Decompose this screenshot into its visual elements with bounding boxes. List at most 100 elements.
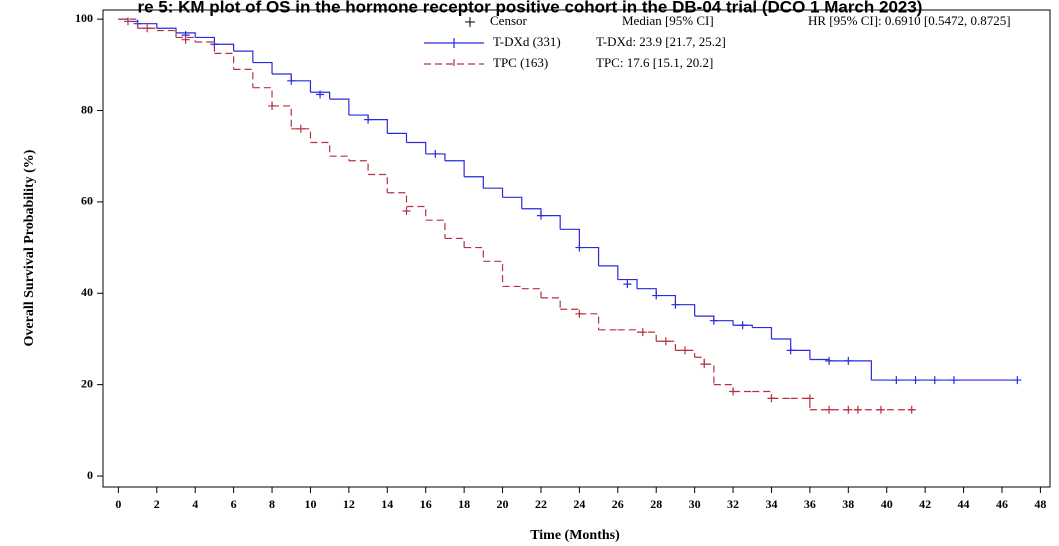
plot-frame xyxy=(102,9,1051,488)
x-tick-label: 8 xyxy=(269,497,275,511)
y-tick-label: 60 xyxy=(81,194,93,208)
survival-step xyxy=(329,155,350,161)
survival-step xyxy=(540,297,561,310)
survival-step xyxy=(252,87,273,106)
censor-mark xyxy=(536,211,545,220)
censor-mark xyxy=(652,291,661,300)
censor-mark xyxy=(575,243,584,252)
survival-step xyxy=(790,349,811,360)
survival-step xyxy=(444,160,465,177)
survival-step xyxy=(464,176,484,189)
survival-step xyxy=(175,36,196,42)
hr-text: HR [95% CI]: 0.6910 [0.5472, 0.8725] xyxy=(808,13,1011,28)
censor-mark xyxy=(825,356,834,365)
x-tick-label: 34 xyxy=(765,497,777,511)
survival-step xyxy=(444,237,465,248)
survival-step xyxy=(771,338,792,351)
survival-step xyxy=(464,246,484,262)
censor-mark xyxy=(911,376,920,385)
survival-step xyxy=(540,215,561,230)
legend-label: T-DXd (331) xyxy=(493,34,561,49)
survival-step xyxy=(387,132,408,143)
censor-legend-symbol xyxy=(465,17,475,27)
censor-mark xyxy=(671,300,680,309)
censor-mark xyxy=(623,280,632,289)
x-tick-label: 0 xyxy=(115,497,121,511)
legend-line xyxy=(424,38,484,48)
censor-mark xyxy=(729,387,738,396)
x-tick-label: 2 xyxy=(154,497,160,511)
survival-step xyxy=(502,285,523,289)
censor-mark xyxy=(316,90,325,99)
x-tick-label: 44 xyxy=(958,497,970,511)
survival-step xyxy=(368,119,388,134)
survival-step xyxy=(233,68,254,88)
x-tick-label: 6 xyxy=(231,497,237,511)
x-tick-label: 38 xyxy=(842,497,854,511)
censor-mark xyxy=(738,321,747,330)
survival-step xyxy=(175,32,196,38)
censor-mark xyxy=(844,356,853,365)
survival-step xyxy=(656,294,677,305)
survival-step xyxy=(291,80,312,93)
x-tick-label: 14 xyxy=(381,497,393,511)
survival-step xyxy=(252,61,273,74)
x-tick-label: 32 xyxy=(727,497,739,511)
survival-step xyxy=(579,246,600,266)
x-tick-label: 24 xyxy=(573,497,585,511)
censor-mark xyxy=(876,405,885,414)
survival-step xyxy=(598,265,619,280)
survival-step xyxy=(713,320,734,326)
survival-step xyxy=(368,173,388,193)
survival-step xyxy=(387,192,408,207)
censor-mark xyxy=(143,24,152,33)
y-axis-label: Overall Survival Probability (%) xyxy=(22,149,37,346)
censor-mark xyxy=(681,346,690,355)
survival-step xyxy=(156,29,177,38)
censor-mark xyxy=(767,394,776,403)
censor-mark xyxy=(364,115,373,124)
survival-step xyxy=(752,326,773,339)
survival-step xyxy=(560,308,580,314)
censor-mark xyxy=(892,376,901,385)
survival-step xyxy=(617,329,638,333)
censor-mark xyxy=(638,328,647,337)
x-tick-label: 10 xyxy=(304,497,316,511)
x-tick-label: 36 xyxy=(804,497,816,511)
survival-step xyxy=(348,160,369,175)
censor-mark xyxy=(709,316,718,325)
censor-mark xyxy=(1013,376,1022,385)
censor-mark xyxy=(844,405,853,414)
censor-mark xyxy=(431,149,440,158)
x-tick-label: 40 xyxy=(881,497,893,511)
censor-mark xyxy=(575,309,584,318)
survival-step xyxy=(829,360,872,381)
survival-step xyxy=(214,43,235,52)
survival-step xyxy=(521,208,542,216)
survival-step xyxy=(233,50,254,63)
survival-step xyxy=(637,288,657,296)
survival-step xyxy=(329,98,350,116)
x-tick-label: 20 xyxy=(497,497,509,511)
survival-step xyxy=(521,288,542,298)
survival-step xyxy=(637,331,657,342)
survival-step xyxy=(560,228,580,248)
chart-title: re 5: KM plot of OS in the hormone recep… xyxy=(138,0,923,16)
survival-step xyxy=(502,196,523,209)
x-axis-label: Time (Months) xyxy=(530,528,620,543)
median-text: T-DXd: 23.9 [21.7, 25.2] xyxy=(596,34,726,49)
x-tick-label: 16 xyxy=(420,497,432,511)
legend-line xyxy=(424,59,484,69)
censor-mark xyxy=(296,124,305,133)
y-tick-label: 0 xyxy=(87,468,93,482)
survival-step xyxy=(483,260,504,287)
survival-step xyxy=(483,187,504,198)
survival-step xyxy=(752,390,773,399)
survival-step xyxy=(704,363,715,385)
survival-step xyxy=(406,205,427,221)
x-tick-label: 4 xyxy=(192,497,198,511)
survival-step xyxy=(425,219,446,239)
survival-step xyxy=(617,278,638,289)
survival-step xyxy=(310,91,331,100)
censor-mark xyxy=(805,394,814,403)
